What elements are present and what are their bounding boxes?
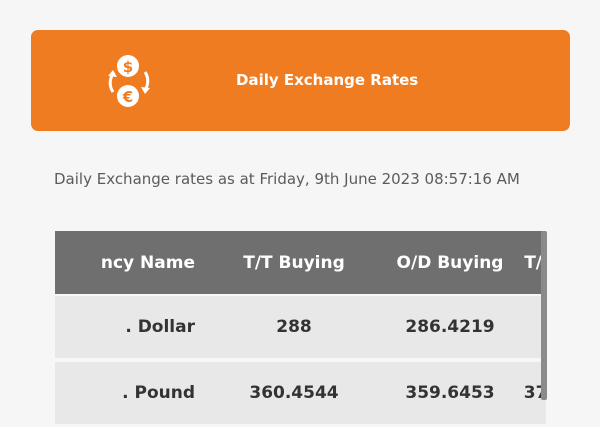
column-header-tt-selling: T/T Selli (524, 252, 546, 273)
column-header-tt-buying: T/T Buying (243, 252, 345, 273)
rates-timestamp: Daily Exchange rates as at Friday, 9th J… (54, 170, 520, 188)
tt-selling-cell: 300 (475, 296, 546, 358)
table-header: ncy Name T/T Buying O/D Buying T/T Selli (55, 231, 546, 294)
currency-name-cell: . Dollar (125, 317, 195, 337)
svg-text:$: $ (123, 58, 133, 76)
od-buying-cell: 359.6453 (405, 383, 495, 403)
od-buying-cell: 286.4219 (405, 317, 495, 337)
tt-buying-cell: 288 (276, 317, 312, 337)
exchange-rates-table[interactable]: ncy Name T/T Buying O/D Buying T/T Selli… (55, 231, 546, 427)
svg-text:€: € (122, 88, 133, 106)
banner-title: Daily Exchange Rates (236, 71, 419, 89)
currency-name-cell: . Pound (122, 383, 195, 403)
exchange-rates-banner: $ € Daily Exchange Rates (31, 30, 570, 131)
column-header-currency-name: ncy Name (100, 252, 195, 273)
table-scrollbar[interactable] (541, 231, 547, 400)
tt-selling-cell: 378.113 (523, 383, 546, 403)
table-row: . Dollar 288 286.4219 300 (55, 296, 546, 358)
table-row: . Pound 360.4544 359.6453 378.113 (55, 362, 546, 424)
tt-buying-cell: 360.4544 (249, 383, 339, 403)
column-header-od-buying: O/D Buying (396, 252, 504, 273)
currency-exchange-icon: $ € (108, 55, 150, 107)
